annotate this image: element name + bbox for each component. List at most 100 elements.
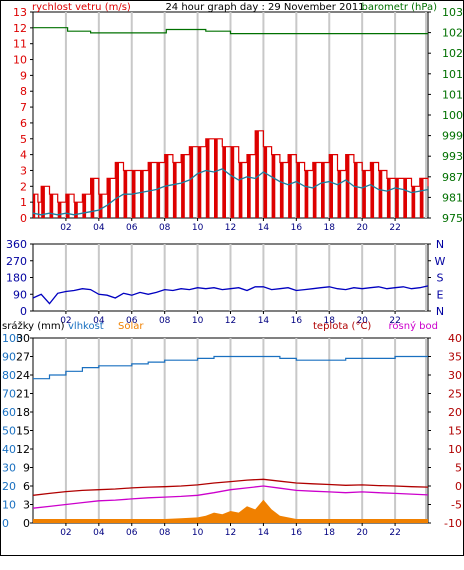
wind-gust-bar	[395, 178, 399, 218]
humidity-axis-tick-label: 20	[2, 480, 16, 493]
pressure-axis-tick-label: 1034	[442, 6, 464, 19]
direction-axis-tick-label: 90	[13, 288, 27, 301]
pressure-label: barometr (hPa)	[362, 2, 438, 13]
rain-axis-tick-label: 6	[23, 480, 30, 493]
wind-gust-bar	[288, 154, 292, 218]
rain-axis-tick-label: 9	[23, 462, 30, 475]
humidity-axis-tick-label: 100	[2, 332, 23, 345]
x-tick-label: 08	[159, 223, 171, 233]
humidity-axis-tick-label: 30	[2, 462, 16, 475]
humidity-legend: vlhkost	[68, 321, 104, 332]
wind-direction-x-axis: 02 04 06 08 10 12 14 16 18 20 22	[60, 311, 401, 326]
x-tick-label: 10	[192, 528, 204, 538]
wind-gust-bar	[181, 154, 185, 218]
wind-direction-gridlines	[64, 244, 427, 311]
rain-axis-tick-label: 18	[16, 406, 30, 419]
compass-tick-label: E	[437, 288, 444, 301]
wind-gust-bar	[140, 170, 144, 218]
wind-speed-axis-tick-label: 10	[13, 54, 27, 67]
wind-gust-bar	[304, 170, 309, 218]
wind-speed-axis-tick-label: 2	[20, 180, 27, 193]
pressure-axis-tick-label: 993	[442, 150, 463, 163]
x-tick-label: 14	[258, 528, 270, 538]
temperature-legend: teplota (°C)	[313, 321, 371, 332]
x-tick-label: 20	[356, 316, 368, 326]
humidity-axis-tick-label: 60	[2, 406, 16, 419]
x-tick-label: 16	[291, 528, 303, 538]
x-tick-label: 08	[159, 528, 171, 538]
x-tick-label: 10	[192, 223, 204, 233]
rain-axis-tick-label: 0	[23, 517, 30, 530]
wind-speed-axis-tick-label: 12	[13, 22, 27, 35]
x-tick-label: 08	[159, 316, 171, 326]
humidity-axis-tick-label: 50	[2, 425, 16, 438]
x-tick-label: 22	[389, 528, 400, 538]
solar-area	[33, 499, 428, 523]
wind-gust-bar	[337, 170, 342, 218]
wind-average-line	[32, 168, 429, 216]
x-tick-label: 04	[93, 316, 105, 326]
chart-labels: rychlost vetru (m/s) 24 hour graph day :…	[2, 2, 438, 332]
x-tick-label: 20	[356, 528, 368, 538]
temperature-axis-tick-label: -10	[444, 517, 462, 530]
wind-gust-bar	[197, 146, 202, 218]
temperature-axis-tick-label: 30	[448, 369, 462, 382]
x-tick-label: 12	[225, 223, 236, 233]
wind-gust-bar	[321, 162, 325, 218]
temperature-line	[32, 478, 429, 496]
x-tick-label: 04	[93, 223, 105, 233]
wind-gust-bar	[90, 178, 95, 218]
temperature-axis-tick-label: 0	[455, 480, 462, 493]
humidity-axis-tick-label: 90	[2, 351, 16, 364]
wind-gust-bar	[419, 178, 424, 218]
wind-speed-axis-tick-label: 7	[20, 101, 27, 114]
x-tick-label: 14	[258, 223, 270, 233]
dewpoint-line	[32, 485, 429, 509]
wind-speed-axis-tick-label: 6	[20, 117, 27, 130]
x-tick-label: 04	[93, 528, 105, 538]
wind-gust-bar	[370, 162, 375, 218]
x-tick-label: 02	[60, 223, 71, 233]
x-tick-label: 22	[389, 223, 400, 233]
wind-pressure-gridlines	[64, 12, 427, 218]
wind-gust-bar	[37, 202, 40, 218]
wind-speed-axis-tick-label: 9	[20, 69, 27, 82]
wind-gust-bar	[222, 146, 226, 218]
wind-gust-bar	[65, 194, 70, 218]
humidity-axis-tick-label: 0	[2, 517, 9, 530]
x-tick-label: 16	[291, 316, 303, 326]
pressure-axis-tick-label: 999	[442, 130, 463, 143]
pressure-axis-tick-label: 975	[442, 212, 463, 225]
wind-speed-label: rychlost vetru (m/s)	[32, 2, 131, 13]
wind-gust-bar	[214, 138, 218, 218]
direction-axis-tick-label: 360	[6, 238, 27, 251]
x-tick-label: 12	[225, 528, 236, 538]
x-tick-label: 06	[126, 223, 138, 233]
humidity-line	[33, 355, 428, 380]
temperature-axis-tick-label: 20	[448, 406, 462, 419]
x-tick-label: 06	[126, 528, 138, 538]
temperature-axis-tick-label: 25	[448, 388, 462, 401]
x-tick-label: 16	[291, 223, 303, 233]
wind-speed-axis-tick-label: 13	[13, 6, 27, 19]
rain-axis-tick-label: 15	[16, 425, 30, 438]
pressure-line	[33, 27, 428, 35]
humidity-temp-x-axis: 02 04 06 08 10 12 14 16 18 20 22	[60, 523, 401, 538]
wind-gust-bar	[403, 178, 407, 218]
temperature-axis-tick-label: 40	[448, 332, 462, 345]
temperature-axis-tick-label: 5	[455, 462, 462, 475]
compass-tick-label: N	[436, 238, 444, 251]
wind-pressure-x-axis: 02 04 06 08 10 12 14 16 18 20 22	[60, 218, 401, 233]
wind-gust-bar	[312, 162, 317, 218]
wind-gust-bar	[263, 146, 268, 218]
chart-title: 24 hour graph day : 29 November 2011	[165, 2, 364, 13]
x-tick-label: 18	[324, 528, 336, 538]
temperature-axis-tick-label: 35	[448, 351, 462, 364]
pressure-axis-tick-label: 987	[442, 171, 463, 184]
x-tick-label: 22	[389, 316, 400, 326]
wind-pressure-panel: 02 04 06 08 10 12 14 16 18 20 22012345678910111213…	[13, 6, 464, 233]
temperature-axis-tick-label: -5	[451, 499, 462, 512]
compass-tick-label: N	[436, 305, 444, 318]
wind-gust-bar	[411, 186, 416, 218]
